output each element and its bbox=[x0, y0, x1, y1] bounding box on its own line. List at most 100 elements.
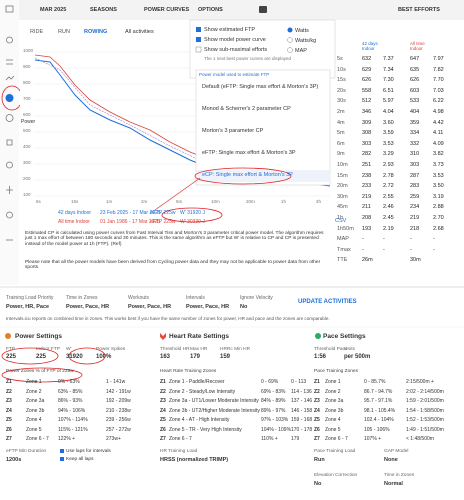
y-tick-label: 500 bbox=[23, 128, 31, 133]
tab[interactable]: ROWING bbox=[84, 29, 108, 35]
table-cell: 3.50 bbox=[433, 183, 444, 190]
field-value[interactable]: Power, Pace, HR bbox=[128, 304, 172, 310]
zone-cell: 94% - 106% bbox=[58, 407, 86, 414]
zone-cell: 0 - 113 bbox=[291, 379, 307, 385]
y-tick-label: 600 bbox=[23, 112, 31, 117]
axis-label: Power bbox=[21, 119, 36, 125]
table-cell: 30s bbox=[337, 98, 346, 105]
x-tick-label: 10m bbox=[211, 199, 220, 204]
paragraph: Estimated CP is calculated using power c… bbox=[25, 231, 324, 247]
zone-cell: 84% - 89% bbox=[261, 398, 286, 404]
zone-cell: Zone 6 - 7 bbox=[325, 436, 348, 442]
table-cell: 7.97 bbox=[433, 56, 444, 62]
field-value[interactable]: No bbox=[314, 481, 322, 487]
table-cell: - bbox=[410, 246, 412, 253]
table-cell: 15m bbox=[337, 172, 348, 179]
table-cell: 334 bbox=[410, 130, 420, 137]
field-value[interactable]: 225 bbox=[36, 354, 47, 360]
y-tick-label: 300 bbox=[23, 160, 31, 165]
table-cell: 332 bbox=[410, 140, 420, 147]
field-value[interactable]: HRSS (normalized TRIMP) bbox=[160, 457, 229, 463]
table-cell: 5.97 bbox=[383, 98, 394, 105]
x-tick-label: 20m bbox=[246, 199, 255, 204]
zone-cell: 257 - 272w bbox=[106, 426, 131, 433]
y-tick-label: 200 bbox=[23, 176, 31, 181]
nav-item[interactable]: SEASONS bbox=[90, 7, 117, 13]
radio-label[interactable]: Watts/kg bbox=[295, 38, 317, 44]
dropdown-item[interactable]: Monod & Scherrer's 2 parameter CP bbox=[202, 106, 291, 112]
zone-cell: 63% - 85% bbox=[58, 388, 83, 395]
field-value[interactable]: Power, Pace, HR bbox=[66, 304, 110, 310]
table-cell: 303 bbox=[362, 140, 372, 147]
field-value[interactable]: 100% bbox=[96, 354, 112, 360]
zone-cell: 0 - 85.7% bbox=[364, 379, 386, 385]
field-value[interactable]: Power, Pace, HR bbox=[186, 304, 230, 310]
zone-cell: 142 - 191w bbox=[106, 388, 131, 395]
field-label: Max HR bbox=[190, 347, 208, 352]
field-value[interactable]: 1:56 bbox=[314, 354, 327, 360]
field-label: Threshold HR bbox=[160, 347, 190, 352]
table-cell: 4.98 bbox=[433, 109, 444, 115]
table-cell: 626 bbox=[410, 77, 420, 84]
tab[interactable]: RUN bbox=[58, 29, 70, 35]
tab[interactable]: RIDE bbox=[30, 29, 44, 35]
nav-item[interactable]: MAR 2025 bbox=[40, 7, 67, 13]
field-value[interactable]: 1200s bbox=[6, 457, 22, 463]
dropdown-item[interactable]: Morton's 3 parameter CP bbox=[202, 128, 264, 134]
zone-cell: 1:52 - 1:53/500m bbox=[406, 417, 444, 423]
x-tick-label: 5m bbox=[176, 199, 183, 204]
zone-cell: Zone 5 - TR - Very High Intensity bbox=[169, 426, 242, 433]
legend-text: 23 Feb 2025 - 17 Mar 2025 bbox=[100, 210, 161, 216]
field-value[interactable]: per 500m bbox=[344, 354, 371, 360]
zone-cell: 98.1 - 105.4% bbox=[364, 407, 396, 414]
field-value[interactable]: 31920 bbox=[66, 354, 83, 360]
checkbox-label[interactable]: Show sub-maximal efforts bbox=[204, 47, 268, 53]
dropdown-item[interactable]: eFTP: Single max effort & Morton's 3P bbox=[202, 150, 296, 156]
nav-item[interactable]: BEST EFFORTS bbox=[398, 7, 440, 13]
field-value[interactable]: 159 bbox=[220, 354, 231, 360]
checkbox-label[interactable]: Keep all laps bbox=[66, 457, 94, 462]
nav-item[interactable]: OPTIONS bbox=[198, 7, 223, 13]
zone-cell: Zone 3a bbox=[26, 398, 45, 404]
table-cell: 211 bbox=[362, 204, 371, 211]
zone-cell: Z2 bbox=[160, 388, 166, 395]
section-title: Heart Rate Settings bbox=[169, 333, 229, 340]
checkbox-label[interactable]: Show model power curve bbox=[204, 37, 266, 43]
radio-label[interactable]: Watts bbox=[295, 28, 309, 34]
zone-cell: 146 - 158 bbox=[291, 407, 313, 414]
field-value[interactable]: 225 bbox=[6, 354, 17, 360]
table-cell: 3.29 bbox=[383, 151, 394, 158]
field-label: HR Training Load bbox=[160, 449, 198, 454]
field-value[interactable]: No bbox=[240, 304, 248, 310]
checkbox-label[interactable]: Show estimated FTP bbox=[204, 27, 256, 33]
field-value[interactable]: None bbox=[384, 457, 398, 463]
table-cell: 234 bbox=[410, 204, 420, 211]
field-value[interactable]: Power, HR, Pace bbox=[6, 304, 50, 310]
field-value[interactable]: 179 bbox=[190, 354, 201, 360]
zone-cell: 210 - 238w bbox=[106, 407, 131, 414]
dropdown-item[interactable]: Default (eFTP: Single max effort & Morto… bbox=[202, 84, 319, 90]
field-value[interactable]: Normal bbox=[384, 481, 403, 487]
zone-cell: 95.7 - 97.1% bbox=[364, 398, 393, 404]
button[interactable]: UPDATE ACTIVITIES bbox=[298, 299, 357, 305]
dropdown-item[interactable]: eCP: Single max effort & Morton's 3P bbox=[202, 172, 293, 178]
csv-link[interactable]: CSV bbox=[335, 218, 347, 224]
field-value[interactable]: 163 bbox=[160, 354, 171, 360]
section-title: Power Settings bbox=[15, 333, 62, 340]
field-value[interactable]: Run bbox=[314, 457, 325, 463]
zone-cell: Z4 bbox=[160, 407, 166, 414]
table-cell: 3.53 bbox=[433, 172, 444, 179]
zone-cell: Zone 4 - AT - High Intensity bbox=[169, 417, 230, 423]
filter[interactable]: All activities bbox=[125, 29, 154, 35]
field-label: Indoor FTP bbox=[36, 347, 60, 352]
radio-label[interactable]: MAP bbox=[295, 48, 307, 54]
x-tick-label: 1m bbox=[106, 199, 113, 204]
checkbox-label[interactable]: Use laps for intervals bbox=[66, 449, 111, 454]
nav-item[interactable]: POWER CURVES bbox=[144, 7, 190, 13]
table-cell: MAP bbox=[337, 236, 349, 243]
zone-cell: Zone 1 bbox=[325, 379, 341, 385]
table-cell: 5m bbox=[337, 130, 345, 137]
zone-cell: Z4 bbox=[314, 407, 320, 414]
table-cell: 533 bbox=[410, 98, 420, 105]
